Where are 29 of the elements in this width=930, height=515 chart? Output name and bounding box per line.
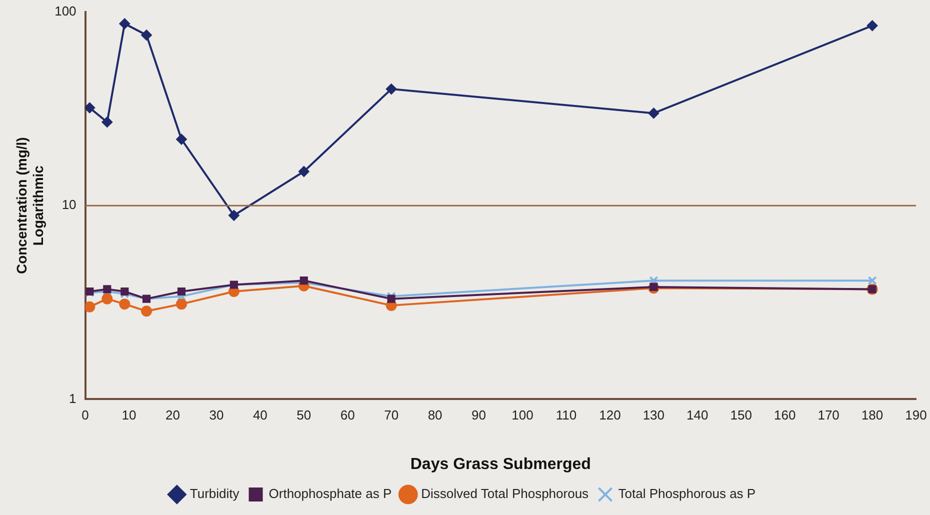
x-tick-label: 150 — [730, 408, 752, 423]
x-tick-label: 110 — [556, 408, 577, 423]
x-tick-label: 190 — [905, 408, 927, 423]
x-tick-label: 80 — [428, 408, 442, 423]
x-tick-label: 170 — [818, 408, 840, 423]
x-tick-label: 140 — [686, 408, 708, 423]
x-tick-label: 10 — [122, 408, 136, 423]
x-tick-label: 100 — [512, 408, 534, 423]
x-tick-label: 130 — [642, 408, 665, 423]
x-tick-label: 50 — [296, 408, 312, 423]
x-tick-label: 20 — [166, 408, 180, 423]
y-tick-label: 100 — [54, 4, 76, 19]
x-tick-label: 40 — [252, 408, 268, 423]
y-tick-label: 1 — [69, 390, 76, 406]
x-tick-label: 30 — [209, 408, 224, 423]
legend-label: Turbidity — [190, 486, 240, 502]
x-tick-label: 120 — [599, 408, 621, 423]
x-tick-label: 60 — [340, 408, 355, 423]
x-tick-label: 160 — [774, 408, 796, 423]
y-axis-title: Concentration (mg/l) Logarithmic — [13, 137, 46, 274]
legend-label: Total Phosphorous as P — [618, 486, 756, 502]
x-tick-label: 70 — [384, 408, 399, 423]
x-axis-title: Days Grass Submerged — [410, 456, 591, 473]
x-tick-label: 90 — [472, 408, 486, 423]
x-tick-label: 180 — [861, 408, 884, 423]
legend-label: Dissolved Total Phosphorous — [421, 486, 590, 502]
y-tick-label: 10 — [62, 197, 76, 212]
legend-label: Orthophosphate as P — [268, 486, 392, 502]
x-tick-label: 0 — [82, 408, 89, 423]
